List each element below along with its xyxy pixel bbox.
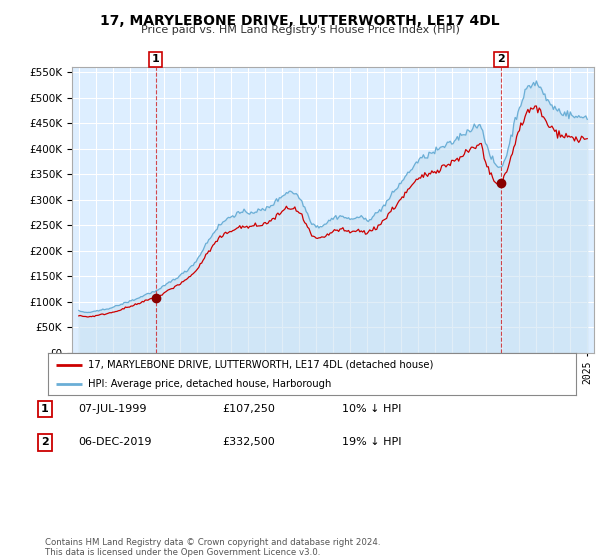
Text: £332,500: £332,500 <box>222 437 275 447</box>
Text: Price paid vs. HM Land Registry's House Price Index (HPI): Price paid vs. HM Land Registry's House … <box>140 25 460 35</box>
Text: Contains HM Land Registry data © Crown copyright and database right 2024.
This d: Contains HM Land Registry data © Crown c… <box>45 538 380 557</box>
Text: 2: 2 <box>497 54 505 64</box>
Text: HPI: Average price, detached house, Harborough: HPI: Average price, detached house, Harb… <box>88 379 331 389</box>
Text: 1: 1 <box>152 54 160 64</box>
Text: 1: 1 <box>41 404 49 414</box>
Text: 19% ↓ HPI: 19% ↓ HPI <box>342 437 401 447</box>
Text: 07-JUL-1999: 07-JUL-1999 <box>78 404 146 414</box>
Text: 17, MARYLEBONE DRIVE, LUTTERWORTH, LE17 4DL: 17, MARYLEBONE DRIVE, LUTTERWORTH, LE17 … <box>100 14 500 28</box>
Text: 17, MARYLEBONE DRIVE, LUTTERWORTH, LE17 4DL (detached house): 17, MARYLEBONE DRIVE, LUTTERWORTH, LE17 … <box>88 360 433 370</box>
Text: 10% ↓ HPI: 10% ↓ HPI <box>342 404 401 414</box>
Text: £107,250: £107,250 <box>222 404 275 414</box>
Text: 06-DEC-2019: 06-DEC-2019 <box>78 437 151 447</box>
Text: 2: 2 <box>41 437 49 447</box>
